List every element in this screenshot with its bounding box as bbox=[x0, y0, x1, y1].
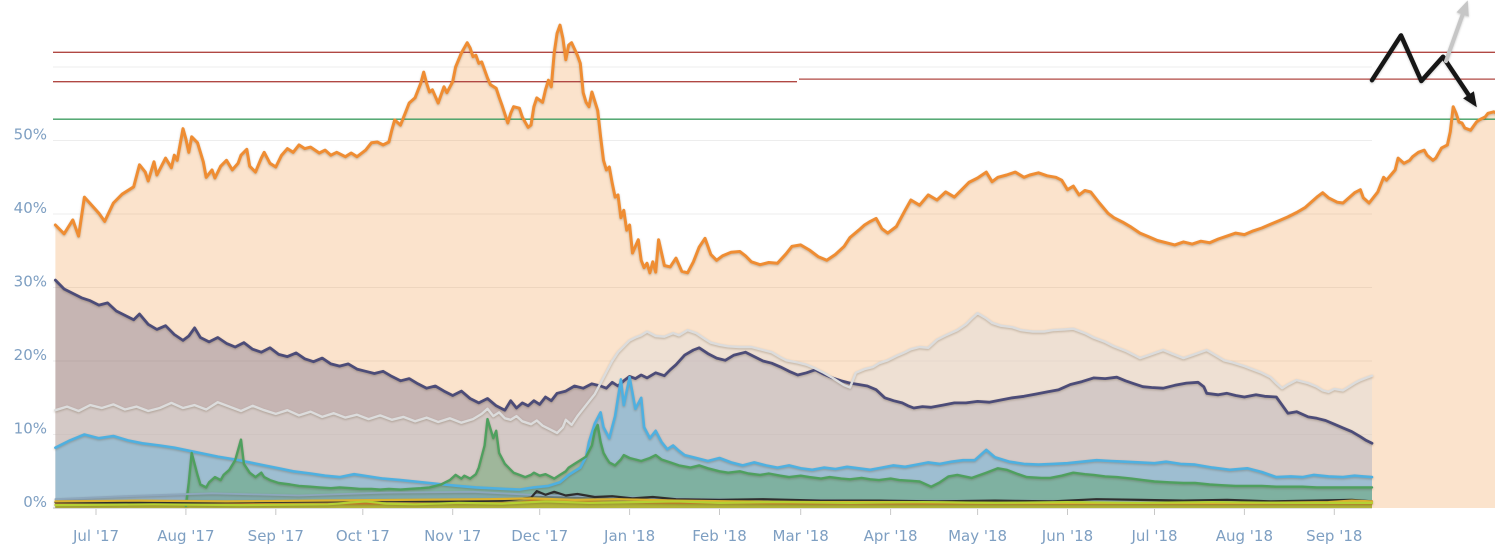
x-tick-label: Dec '17 bbox=[511, 527, 568, 545]
series-line-navy bbox=[54, 278, 1374, 445]
series-lines bbox=[53, 23, 1495, 507]
projection-zigzag-arrow bbox=[1369, 33, 1477, 108]
series-line-black bbox=[54, 490, 1374, 504]
x-axis: Jul '17 Aug '17 Sep '17 Oct '17 Nov '17 Dec '… bbox=[72, 509, 1362, 545]
x-tick-label: Jan '18 bbox=[603, 527, 655, 545]
x-tick-label: Jul '17 bbox=[72, 527, 119, 545]
x-tick-label: Jul '18 bbox=[1130, 527, 1177, 545]
x-tick-label: Feb '18 bbox=[692, 527, 747, 545]
x-tick-label: Jun '18 bbox=[1041, 527, 1093, 545]
x-tick-label: Oct '17 bbox=[336, 527, 390, 545]
series-line-lime bbox=[54, 500, 1374, 507]
series-fill-light-gray bbox=[55, 313, 1372, 508]
y-tick-label-10: 10% bbox=[14, 420, 47, 438]
series-fills bbox=[55, 25, 1495, 508]
y-tick-label-40: 40% bbox=[14, 199, 47, 217]
y-tick-label-30: 30% bbox=[14, 273, 47, 291]
x-tick-label: Nov '17 bbox=[424, 527, 481, 545]
y-tick-label-20: 20% bbox=[14, 346, 47, 364]
y-tick-label-50: 50% bbox=[14, 126, 47, 144]
hand-drawn-annotations bbox=[1369, 0, 1477, 108]
series-line-light-gray bbox=[54, 312, 1374, 435]
series-line-light-blue bbox=[54, 375, 1374, 491]
x-tick-label: May '18 bbox=[948, 527, 1007, 545]
y-tick-label-0: 0% bbox=[23, 493, 47, 511]
series-fill-light-blue bbox=[55, 377, 1372, 508]
alternative-up-arrow bbox=[1444, 0, 1469, 64]
x-tick-label: Aug '17 bbox=[157, 527, 214, 545]
x-tick-label: Apr '18 bbox=[864, 527, 918, 545]
y-axis-labels: 0% 10% 20% 30% 40% 50% bbox=[14, 126, 47, 512]
level-lines bbox=[53, 51, 1495, 120]
series-line-green bbox=[184, 417, 1374, 507]
x-tick-label: Sep '18 bbox=[1306, 527, 1362, 545]
series-line-orange bbox=[53, 23, 1495, 275]
x-tick-label: Sep '17 bbox=[248, 527, 304, 545]
x-tick-label: Aug '18 bbox=[1216, 527, 1273, 545]
x-tick-label: Mar '18 bbox=[773, 527, 829, 545]
series-fill-green bbox=[185, 419, 1372, 508]
